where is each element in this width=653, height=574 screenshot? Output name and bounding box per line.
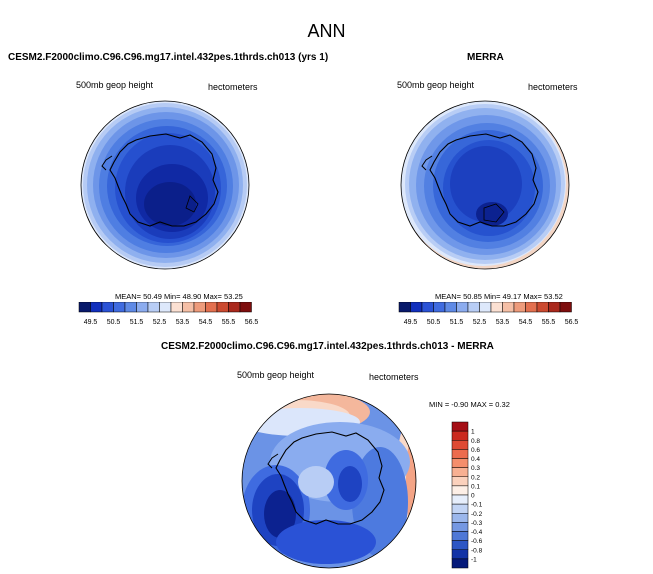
colorbar-swatch xyxy=(433,302,446,313)
model-variable-label: 500mb geop height xyxy=(76,80,154,90)
model-stats: MEAN= 50.49 Min= 48.90 Max= 53.25 xyxy=(115,292,243,301)
colorbar-tick-label: 0 xyxy=(471,493,475,500)
colorbar-tick-label: 0.1 xyxy=(471,483,480,490)
diff-colorbar: 1 0.8 0.6 0.4 0.3 0.2 0.1 0 -0.1 -0.2 -0.3 -0.4 -0.6… xyxy=(451,421,483,569)
colorbar-tick-label: 53.5 xyxy=(176,319,190,326)
colorbar-swatch xyxy=(513,302,526,313)
colorbar-tick-label: 0.4 xyxy=(471,456,480,463)
colorbar-tick-label: -0.3 xyxy=(471,520,483,527)
colorbar-swatch xyxy=(421,302,434,313)
figure-title: ANN xyxy=(307,21,346,41)
colorbar-swatch xyxy=(451,476,469,487)
colorbar-swatch xyxy=(170,302,183,313)
colorbar-swatch xyxy=(136,302,149,313)
model-polar-map xyxy=(80,100,250,270)
colorbar-swatch xyxy=(502,302,515,313)
model-units-label: hectometers xyxy=(208,82,258,92)
colorbar-tick-label: 55.5 xyxy=(542,319,556,326)
colorbar-swatch xyxy=(451,549,469,560)
colorbar-tick-label: 0.6 xyxy=(471,447,480,454)
colorbar-tick-label: 0.2 xyxy=(471,474,480,481)
colorbar-tick-label: 0.3 xyxy=(471,465,480,472)
colorbar-swatch xyxy=(124,302,137,313)
colorbar-swatch xyxy=(490,302,503,313)
colorbar-swatch xyxy=(451,449,469,459)
obs-colorbar: 49.5 50.5 51.5 52.5 53.5 54.5 55.5 56.5 xyxy=(398,302,579,326)
colorbar-tick-label: 0.8 xyxy=(471,438,480,445)
colorbar-swatch xyxy=(193,302,206,313)
diff-polar-map xyxy=(241,393,417,569)
obs-variable-label: 500mb geop height xyxy=(397,80,475,90)
colorbar-swatch xyxy=(239,302,252,313)
colorbar-tick-label: 1 xyxy=(471,429,475,436)
colorbar-tick-label: 51.5 xyxy=(450,319,464,326)
model-panel-title: CESM2.F2000climo.C96.C96.mg17.intel.432p… xyxy=(8,52,329,63)
obs-units-label: hectometers xyxy=(528,82,578,92)
colorbar-swatch xyxy=(451,531,469,541)
colorbar-tick-label: 52.5 xyxy=(473,319,487,326)
colorbar-tick-label: -0.1 xyxy=(471,502,483,509)
colorbar-tick-label: 54.5 xyxy=(199,319,213,326)
colorbar-swatch xyxy=(451,494,469,505)
colorbar-swatch xyxy=(548,302,561,313)
colorbar-swatch xyxy=(410,302,423,313)
colorbar-swatch xyxy=(113,302,126,313)
colorbar-swatch xyxy=(451,421,469,432)
model-colorbar: 49.5 50.5 51.5 52.5 53.5 54.5 55.5 56.5 xyxy=(78,302,259,326)
colorbar-swatch xyxy=(456,302,469,313)
colorbar-swatch xyxy=(536,302,549,313)
colorbar-tick-label: 56.5 xyxy=(565,319,579,326)
colorbar-tick-label: 50.5 xyxy=(427,319,441,326)
colorbar-swatch xyxy=(78,302,91,313)
colorbar-swatch xyxy=(451,558,469,569)
colorbar-tick-label: 53.5 xyxy=(496,319,510,326)
colorbar-tick-label: 49.5 xyxy=(84,319,98,326)
colorbar-tick-label: 54.5 xyxy=(519,319,533,326)
colorbar-swatch xyxy=(182,302,195,313)
colorbar-swatch xyxy=(451,522,469,532)
colorbar-swatch xyxy=(451,503,469,514)
colorbar-swatch xyxy=(451,513,469,523)
obs-panel-title: MERRA xyxy=(467,52,504,63)
diff-units-label: hectometers xyxy=(369,372,419,382)
obs-stats: MEAN= 50.85 Min= 49.17 Max= 53.52 xyxy=(435,292,563,301)
colorbar-tick-label: 56.5 xyxy=(245,319,259,326)
colorbar-swatch xyxy=(451,440,469,450)
colorbar-swatch xyxy=(90,302,103,313)
colorbar-tick-label: 55.5 xyxy=(222,319,236,326)
colorbar-tick-label: -1 xyxy=(471,556,477,563)
colorbar-swatch xyxy=(525,302,538,313)
obs-polar-map xyxy=(400,100,570,270)
colorbar-swatch xyxy=(559,302,572,313)
diff-stats: MIN = -0.90 MAX = 0.32 xyxy=(429,400,510,409)
colorbar-swatch xyxy=(228,302,241,313)
diff-variable-label: 500mb geop height xyxy=(237,370,315,380)
colorbar-swatch xyxy=(216,302,229,313)
colorbar-swatch xyxy=(467,302,480,313)
colorbar-tick-label: -0.4 xyxy=(471,529,483,536)
colorbar-swatch xyxy=(451,485,469,496)
colorbar-swatch xyxy=(479,302,492,313)
colorbar-swatch xyxy=(451,467,469,477)
colorbar-swatch xyxy=(451,430,469,441)
colorbar-swatch xyxy=(451,540,469,550)
colorbar-swatch xyxy=(205,302,218,313)
colorbar-swatch xyxy=(444,302,457,313)
colorbar-swatch xyxy=(147,302,160,313)
colorbar-tick-label: -0.8 xyxy=(471,547,483,554)
colorbar-tick-label: 51.5 xyxy=(130,319,144,326)
colorbar-swatch xyxy=(159,302,172,313)
colorbar-swatch xyxy=(101,302,114,313)
colorbar-tick-label: -0.2 xyxy=(471,511,483,518)
colorbar-tick-label: 52.5 xyxy=(153,319,167,326)
colorbar-swatch xyxy=(398,302,411,313)
colorbar-tick-label: 49.5 xyxy=(404,319,418,326)
diff-panel-title: CESM2.F2000climo.C96.C96.mg17.intel.432p… xyxy=(161,341,494,352)
colorbar-swatch xyxy=(451,458,469,468)
colorbar-tick-label: 50.5 xyxy=(107,319,121,326)
colorbar-tick-label: -0.6 xyxy=(471,538,483,545)
